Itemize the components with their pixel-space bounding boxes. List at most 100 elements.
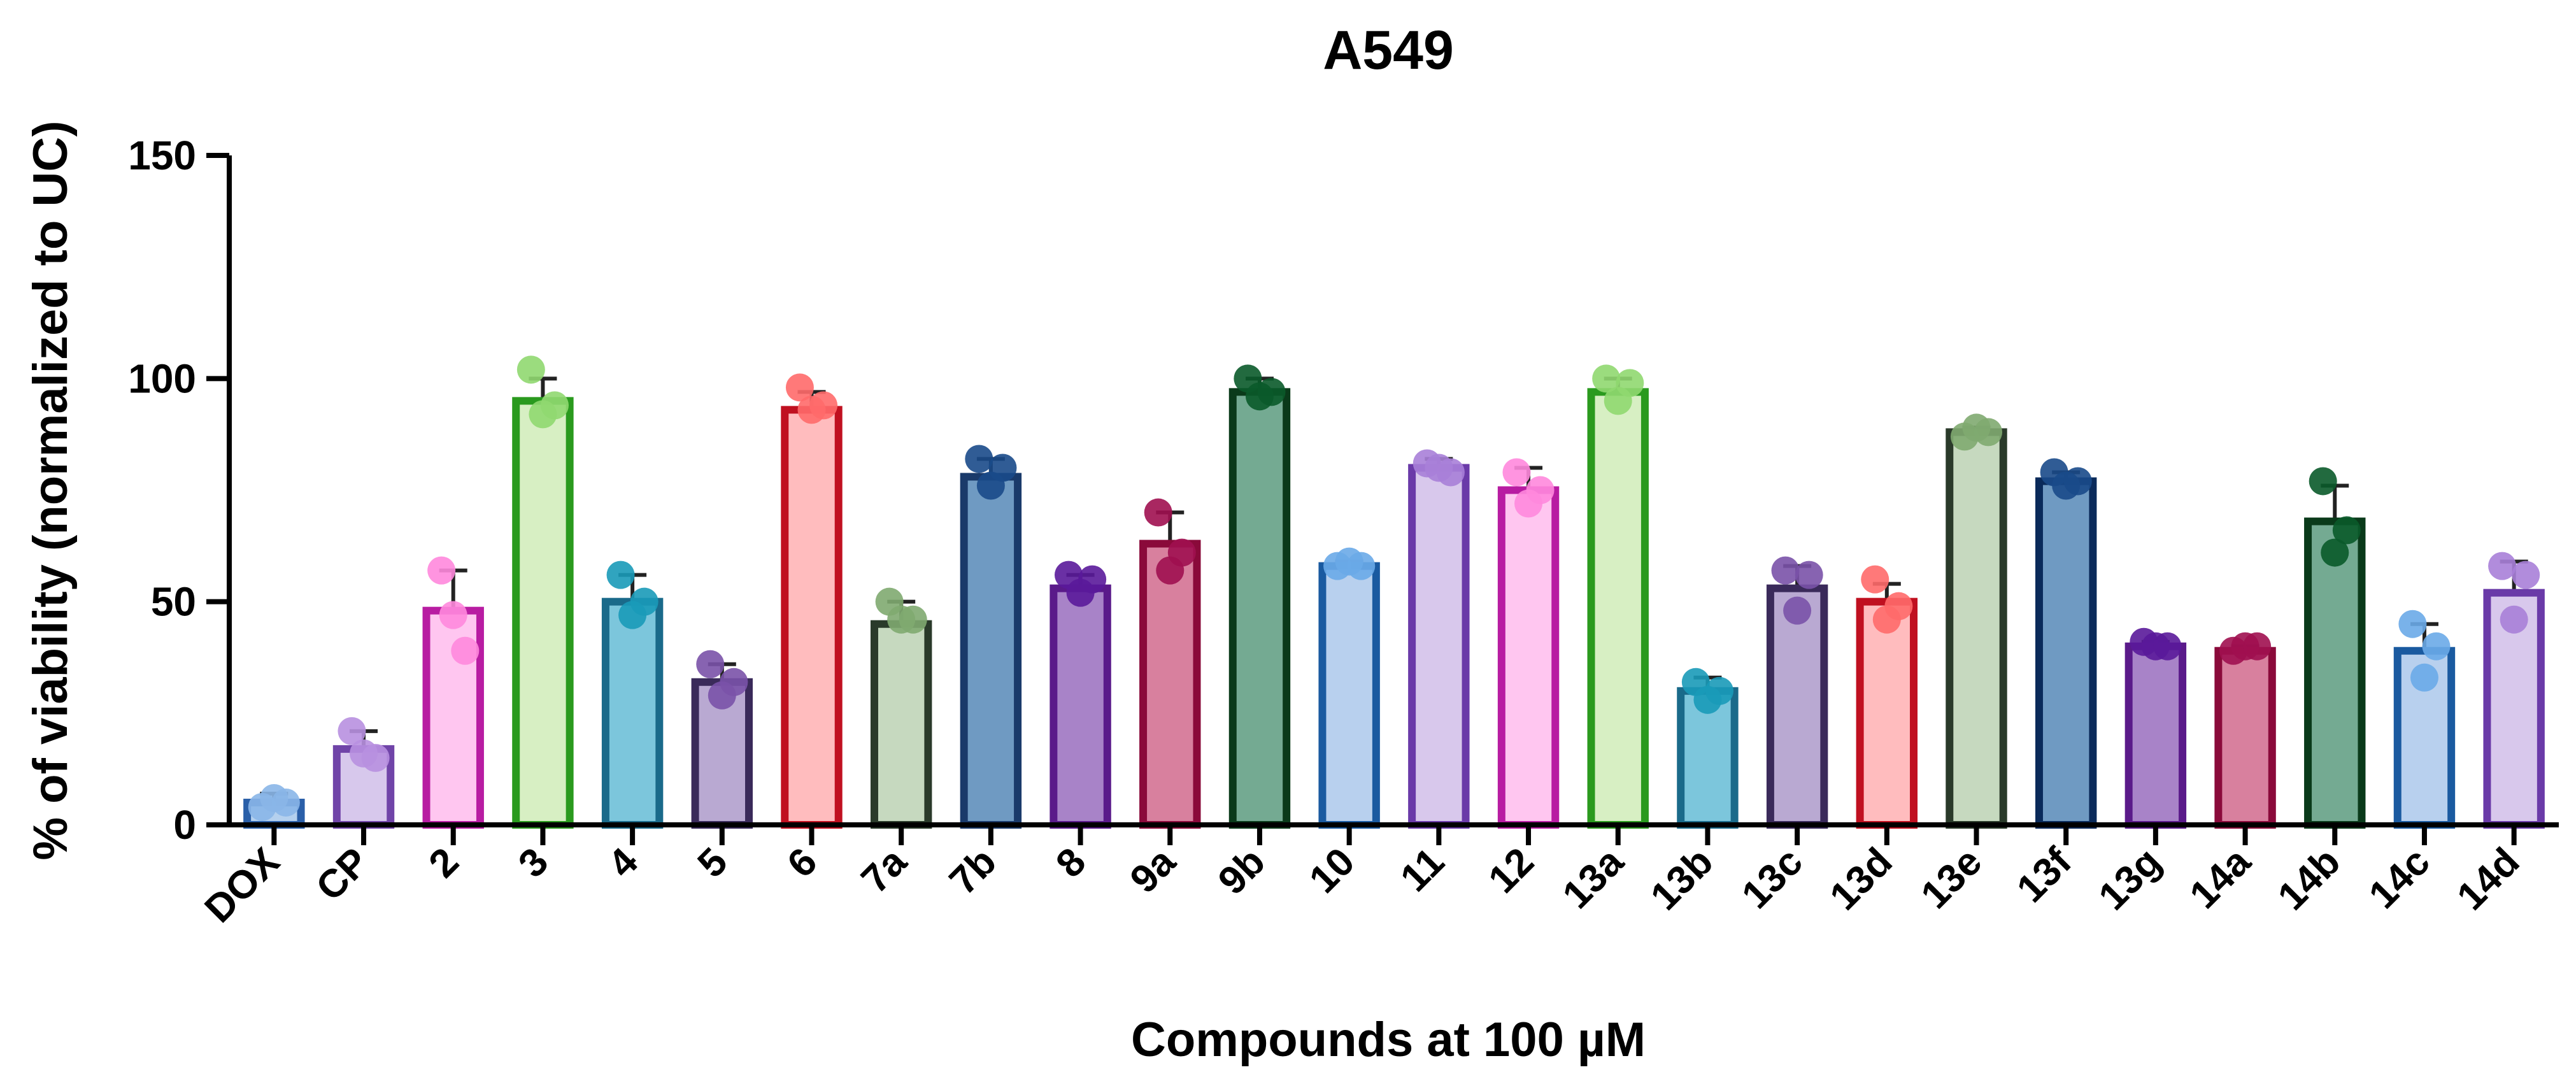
data-point-7b	[965, 445, 993, 473]
bar-14b	[2304, 517, 2366, 829]
data-point-8	[1078, 565, 1107, 594]
data-point-2	[439, 601, 467, 629]
bar-10	[1318, 562, 1380, 829]
data-point-CP	[361, 743, 390, 772]
x-tick-label-5: 5	[690, 840, 736, 886]
data-point-CP	[338, 717, 366, 745]
data-point-14a	[2243, 632, 2272, 661]
x-tick-label-10: 10	[1301, 840, 1363, 902]
data-point-4	[630, 587, 658, 616]
data-point-13d	[1884, 592, 1913, 620]
x-tick-label-4: 4	[600, 840, 647, 887]
bar-group-13b	[1677, 668, 1739, 829]
bar-3	[512, 397, 574, 829]
x-axis-label: Compounds at 100 µM	[1131, 1013, 1646, 1067]
data-point-14c	[2422, 632, 2451, 661]
x-tick-label-13a: 13a	[1555, 840, 1632, 917]
bar-group-13e	[1946, 413, 2007, 829]
x-tick-label-14d: 14d	[2449, 840, 2528, 918]
data-point-6	[785, 373, 814, 402]
bar-group-3	[512, 355, 574, 829]
x-tick-label-8: 8	[1048, 840, 1094, 886]
bar-13d	[1856, 597, 1918, 829]
data-point-14c	[2398, 610, 2427, 638]
bar-9a	[1139, 539, 1201, 829]
data-point-13c	[1771, 556, 1800, 585]
bar-group-DOX	[243, 783, 305, 829]
data-point-2	[451, 636, 480, 665]
x-tick-label-2: 2	[420, 840, 467, 886]
x-tick-label-13b: 13b	[1642, 840, 1721, 918]
data-point-13g	[2153, 632, 2182, 661]
x-tick-label-13f: 13f	[2009, 840, 2080, 911]
data-point-6	[809, 391, 838, 420]
bar-7a	[870, 620, 932, 829]
data-point-4	[606, 561, 635, 589]
data-point-9b	[1257, 378, 1286, 406]
bar-group-13c	[1766, 556, 1828, 829]
y-tick-label: 50	[151, 579, 196, 625]
data-point-11	[1436, 458, 1465, 487]
bar-group-14c	[2393, 610, 2456, 829]
bar-group-13a	[1587, 364, 1649, 829]
bar-group-13d	[1856, 565, 1918, 829]
bar-group-9a	[1139, 498, 1201, 829]
data-point-13f	[2063, 467, 2092, 496]
data-point-DOX	[271, 788, 300, 817]
data-point-2	[427, 556, 456, 585]
y-tick-label: 0	[173, 802, 196, 848]
x-tick-label-3: 3	[510, 840, 557, 886]
data-point-7a	[899, 605, 927, 634]
data-point-13d	[1861, 565, 1889, 594]
x-tick-label-9b: 9b	[1210, 840, 1274, 903]
data-point-14b	[2332, 516, 2361, 545]
bar-group-8	[1050, 561, 1111, 829]
data-point-9a	[1167, 538, 1196, 567]
bar-7b	[960, 473, 1022, 829]
x-tick-label-12: 12	[1480, 840, 1542, 902]
y-tick-label: 100	[128, 355, 196, 401]
x-tick-label-13e: 13e	[1912, 840, 1990, 917]
bar-group-7b	[960, 445, 1022, 829]
x-tick-label-14c: 14c	[2361, 840, 2438, 917]
bar-13a	[1587, 388, 1649, 829]
data-point-13e	[1974, 418, 2003, 447]
bar-group-13f	[2035, 458, 2097, 829]
bar-group-5	[691, 650, 753, 829]
bar-group-13g	[2124, 627, 2187, 829]
bar-group-10	[1318, 547, 1380, 829]
data-point-14d	[2512, 561, 2540, 589]
x-tick-label-DOX: DOX	[196, 840, 288, 931]
x-tick-label-CP: CP	[308, 840, 378, 910]
data-point-13a	[1592, 364, 1621, 393]
bar-group-14a	[2214, 632, 2276, 829]
x-tick-label-6: 6	[779, 840, 825, 886]
bar-group-2	[422, 556, 484, 829]
bar-4	[601, 597, 664, 829]
data-point-9a	[1144, 498, 1172, 527]
bar-13f	[2035, 477, 2097, 829]
bar-13e	[1946, 428, 2007, 829]
data-point-13b	[1705, 676, 1733, 705]
bar-group-9b	[1228, 364, 1291, 829]
data-point-3	[540, 391, 569, 420]
bars-group	[243, 355, 2545, 829]
bar-group-14b	[2304, 467, 2366, 829]
x-tick-label-13g: 13g	[2090, 840, 2169, 918]
data-point-7b	[988, 454, 1017, 482]
bar-group-7a	[870, 587, 932, 829]
data-point-14b	[2321, 538, 2349, 567]
x-axis: DOX CP 2 3 4 5 6 7a 7b 8 9a 9b 10 11 12 13a 13b 13c 13d 13e…	[196, 822, 2559, 931]
chart-title: A549	[1323, 20, 1454, 81]
y-axis-label: % of viability (normalized to UC)	[24, 120, 78, 860]
data-point-10	[1347, 552, 1376, 580]
bar-13g	[2124, 642, 2187, 829]
data-point-13c	[1783, 596, 1812, 625]
x-tick-label-14a: 14a	[2182, 840, 2259, 917]
data-point-3	[516, 355, 545, 384]
bar-9b	[1228, 388, 1291, 829]
bar-group-CP	[332, 717, 395, 829]
x-tick-label-7b: 7b	[941, 840, 1005, 903]
